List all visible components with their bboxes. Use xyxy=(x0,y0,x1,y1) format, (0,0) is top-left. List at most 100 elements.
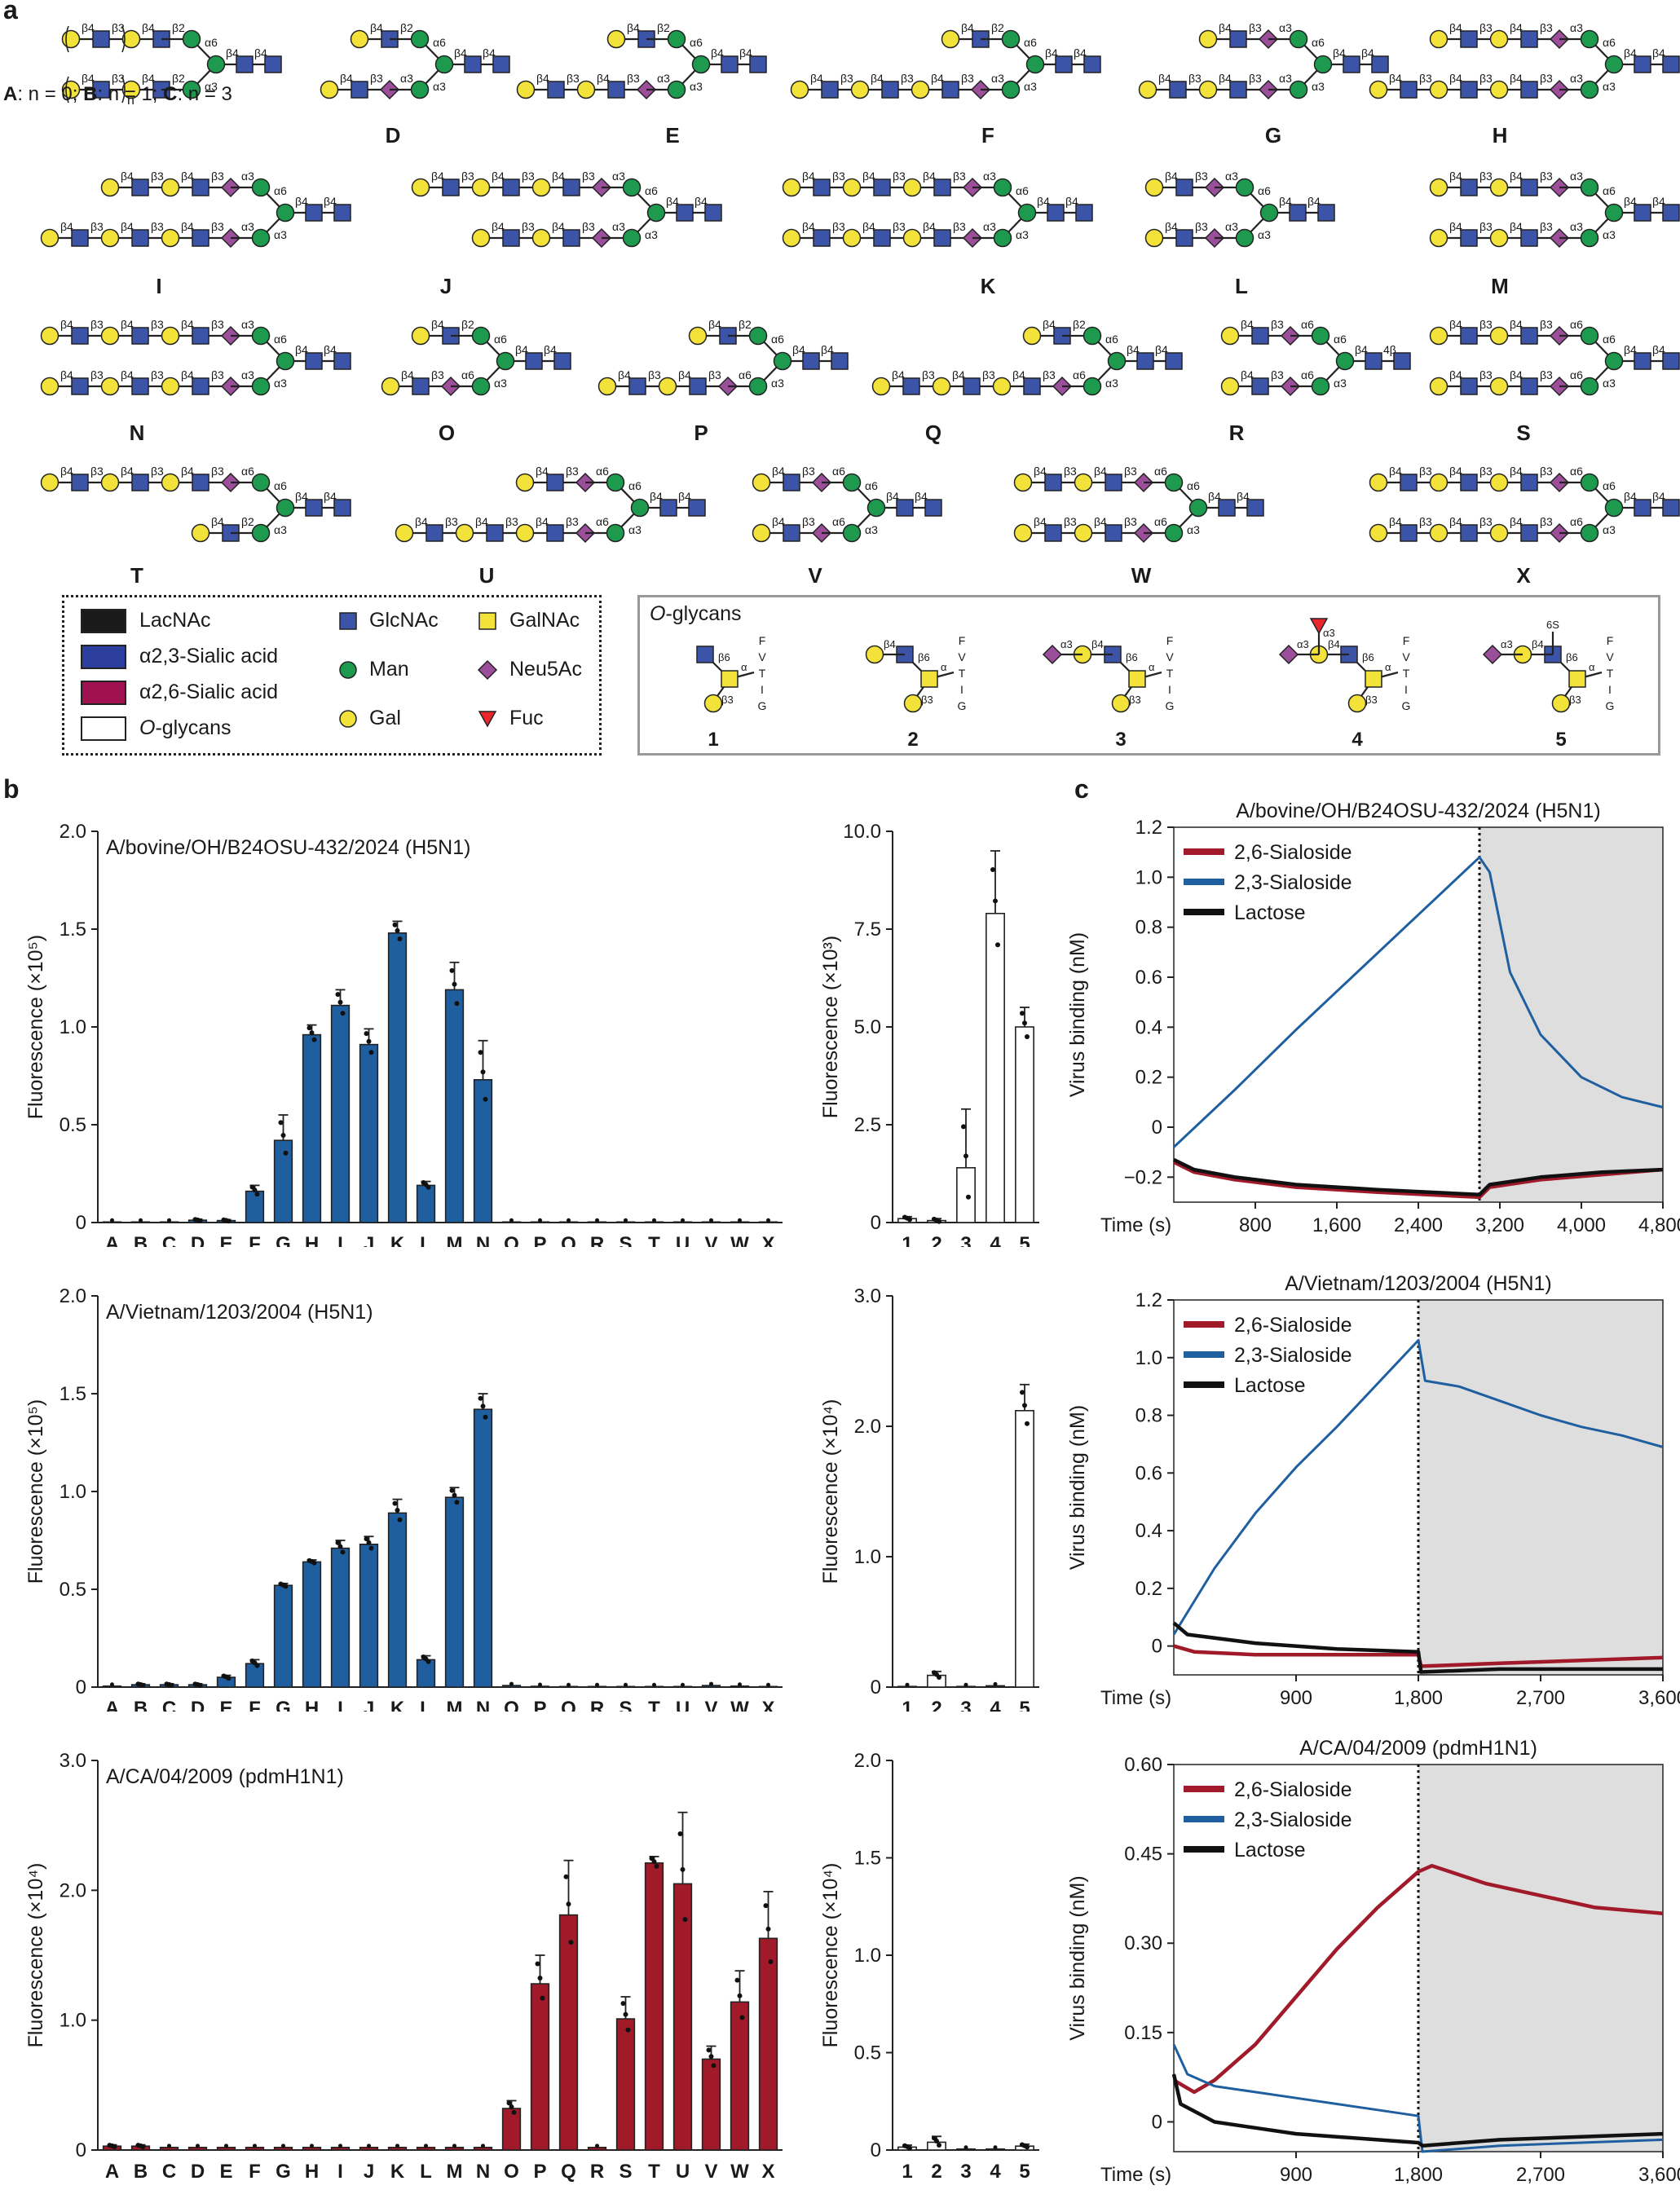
data-point xyxy=(311,1037,317,1042)
x-tick-label-C: C xyxy=(162,1698,176,1712)
glcnac-core-residue xyxy=(305,499,323,517)
y-tick-label: 2.0 xyxy=(60,1879,86,1901)
glcnac-residue xyxy=(881,81,899,99)
oglycan-title-rest: -glycans xyxy=(665,602,742,625)
x-tick-label-L: L xyxy=(420,2161,432,2183)
data-point xyxy=(367,2144,371,2148)
man-residue xyxy=(622,228,642,248)
x-tick-label-R: R xyxy=(590,1698,604,1712)
linkage-label: α3 xyxy=(1334,377,1347,390)
gal-residue xyxy=(606,29,626,49)
linkage-label: β4 xyxy=(810,72,823,85)
bar-L xyxy=(416,1184,436,1223)
y-tick-label: 2.5 xyxy=(854,1114,881,1136)
data-point xyxy=(1022,1020,1027,1026)
linkage-label: β4 xyxy=(1389,72,1402,85)
gal-residue xyxy=(903,694,923,713)
linkage-label: β2 xyxy=(461,318,474,331)
linkage-label: β4 xyxy=(1652,46,1665,59)
bar-K xyxy=(387,1512,408,1688)
y-tick-label: 2.0 xyxy=(854,1416,881,1438)
linkage-label: α6 xyxy=(1312,36,1325,49)
linkage-label: α3 xyxy=(433,80,446,93)
data-point xyxy=(167,1218,171,1223)
linkage-label: β3 xyxy=(431,368,444,381)
glcnac-residue xyxy=(562,178,580,196)
data-point xyxy=(681,1218,685,1223)
data-point xyxy=(280,1132,286,1138)
glcnac-residue xyxy=(873,229,891,247)
linkage-label: β4 xyxy=(1389,465,1402,478)
gal-residue xyxy=(941,29,960,49)
x-tick-label-5: 5 xyxy=(1019,1698,1030,1712)
data-point xyxy=(335,992,341,998)
peptide-residue: G xyxy=(758,699,767,712)
glycan-H: α3 β3 β4 β3 β4 α3 β3 β4 β3 β4 β3 β4 α6 α3 β4 β4 xyxy=(1369,21,1680,100)
glcnac-residue xyxy=(1400,474,1418,491)
man-residue xyxy=(1001,29,1021,49)
data-point xyxy=(995,942,1000,948)
data-point xyxy=(509,1681,514,1686)
man-core-residue xyxy=(646,203,666,223)
y-tick-label: 0.8 xyxy=(1135,917,1162,939)
chart-title: A/Vietnam/1203/2004 (H5N1) xyxy=(106,1301,373,1324)
man-core-residue xyxy=(1604,203,1624,223)
glcnac-core-residue xyxy=(1662,499,1680,517)
linkage-label: β3 xyxy=(1540,170,1553,183)
glcnac-residue xyxy=(1520,327,1538,345)
x-tick-label: 1,600 xyxy=(1312,1214,1361,1236)
chart-c1-bovine-binding: A/bovine/OH/B24OSU-432/2024 (H5N1) −0.2 0 0… xyxy=(1066,800,1680,1236)
data-point xyxy=(506,2100,512,2106)
data-point xyxy=(167,2144,171,2148)
linkage-label: α6 xyxy=(205,36,218,49)
x-axis-label: Time (s) xyxy=(1100,1214,1171,1236)
gal-residue xyxy=(1489,473,1509,492)
chart-b2-vietnam-oglycans: 0 1.0 2.0 3.0 Fluorescence (×10⁴) 1 2 3 4 5 xyxy=(819,1285,1039,1712)
data-point xyxy=(138,2143,143,2148)
y-tick-label: 1.0 xyxy=(60,1481,86,1503)
data-point xyxy=(452,2144,456,2148)
man-residue xyxy=(1289,29,1308,49)
data-point xyxy=(278,1120,284,1126)
linkage-label: α3 xyxy=(991,72,1004,85)
glycan-J: α3 β3 β4 β3 β4 β3 β4 α3 β3 β4 β3 β4 α6 α3 β4 β4 xyxy=(411,170,722,249)
data-point xyxy=(937,2143,941,2148)
linkage-label: β4 xyxy=(401,368,414,381)
legend-label-2,6-Sialoside: 2,6-Sialoside xyxy=(1234,841,1352,864)
glycan-label-F: F xyxy=(981,123,994,148)
linkage-label: β4 xyxy=(1127,343,1140,356)
gal-residue xyxy=(100,326,120,346)
y-tick-label: 0 xyxy=(1152,2111,1162,2133)
linkage-label: β4 xyxy=(1307,195,1321,208)
man-residue xyxy=(410,80,430,99)
linkage-label: β3 xyxy=(1129,694,1141,706)
data-point xyxy=(223,1218,229,1223)
linkage-label: β3 xyxy=(1479,220,1493,233)
man-residue xyxy=(1235,228,1254,248)
glcnac-residue xyxy=(689,377,707,395)
linkage-label: β4 xyxy=(884,638,896,650)
linkage-label: β4 xyxy=(792,343,805,356)
x-tick-label-4: 4 xyxy=(990,2161,1001,2183)
glycan-label-M: M xyxy=(1491,274,1509,298)
x-tick-label-W: W xyxy=(730,1698,749,1712)
linkage-label: β3 xyxy=(211,368,224,381)
legend-fuc: Fuc xyxy=(509,707,544,729)
glcnac-core-residue xyxy=(305,352,323,370)
linkage-label: α6 xyxy=(1334,333,1347,346)
linkage-label: β4 xyxy=(536,72,549,85)
peptide-residue: G xyxy=(1166,699,1175,712)
linkage-label: β3 xyxy=(151,465,164,478)
gal-residue xyxy=(61,29,81,49)
linkage-label: β3 xyxy=(582,220,595,233)
peptide-residue: I xyxy=(761,683,764,696)
data-point xyxy=(478,1395,483,1401)
linkage-label: α xyxy=(941,661,947,673)
glcnac-residue xyxy=(902,377,920,395)
bar-K xyxy=(387,932,408,1223)
glcnac-core-residue xyxy=(704,204,722,222)
linkage-label: α3 xyxy=(612,220,625,233)
linkage-label: β3 xyxy=(90,368,104,381)
glcnac-icon xyxy=(339,612,357,630)
y-tick-label: 0.8 xyxy=(1135,1405,1162,1427)
